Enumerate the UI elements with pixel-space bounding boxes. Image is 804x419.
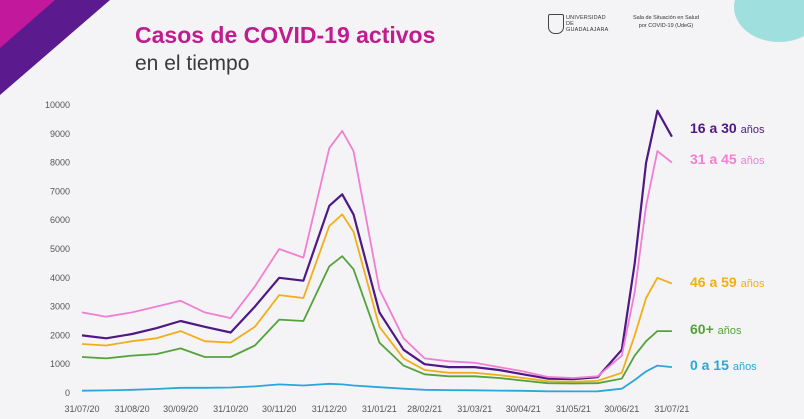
series-label-suffix: años — [741, 278, 765, 290]
y-tick-label: 0 — [65, 388, 70, 398]
udg-seal-icon — [548, 14, 564, 34]
x-tick-label: 31/03/21 — [457, 404, 492, 414]
series-label-name: 46 a 59 — [690, 274, 741, 290]
series-line-0-a-15 — [81, 364, 672, 393]
x-tick-label: 31/10/20 — [213, 404, 248, 414]
series-label: 0 a 15 años — [690, 357, 757, 373]
y-tick-label: 9000 — [50, 129, 70, 139]
x-tick-label: 31/07/20 — [64, 404, 99, 414]
series-label: 60+ años — [690, 321, 742, 337]
y-tick-label: 6000 — [50, 215, 70, 225]
udg-logo: UNIVERSIDAD DE GUADALAJARA — [548, 14, 610, 36]
y-tick-label: 2000 — [50, 330, 70, 340]
x-tick-label: 30/06/21 — [604, 404, 639, 414]
x-tick-label: 28/02/21 — [407, 404, 442, 414]
series-label-suffix: años — [741, 155, 765, 167]
y-tick-label: 10000 — [45, 100, 70, 110]
x-tick-label: 30/11/20 — [262, 404, 296, 414]
series-label: 16 a 30 años — [690, 120, 765, 136]
series-label-name: 0 a 15 — [690, 357, 733, 373]
y-axis: 0 1000 2000 3000 4000 5000 6000 7000 8000 9000 100… — [45, 100, 70, 398]
series-line-31-a-45 — [81, 129, 673, 379]
series-label: 31 a 45 años — [690, 151, 765, 167]
sala-logo-line1: Sala de Situación en Salud — [632, 15, 700, 21]
y-tick-label: 3000 — [50, 302, 70, 312]
series-lines — [81, 109, 673, 393]
x-tick-label: 31/01/21 — [362, 404, 397, 414]
series-label-suffix: años — [718, 325, 742, 337]
x-tick-label: 31/07/21 — [654, 404, 689, 414]
x-tick-label: 31/12/20 — [312, 404, 347, 414]
y-tick-label: 5000 — [50, 244, 70, 254]
x-tick-label: 31/05/21 — [556, 404, 591, 414]
series-label-suffix: años — [733, 361, 757, 373]
chart-subtitle: en el tiempo — [135, 52, 250, 75]
sala-situacion-logo: Sala de Situación en Salud por COVID-19 … — [628, 14, 704, 30]
series-line-16-a-30 — [81, 109, 673, 381]
corner-decoration-magenta — [0, 0, 55, 48]
x-tick-label: 30/09/20 — [163, 404, 198, 414]
x-axis: 31/07/20 31/08/20 30/09/20 31/10/20 30/11/20… — [64, 404, 689, 414]
y-tick-label: 8000 — [50, 158, 70, 168]
series-line-46-a-59 — [81, 213, 673, 383]
x-tick-label: 30/04/21 — [506, 404, 541, 414]
sala-logo-line2: por COVID-19 (UdeG) — [638, 23, 694, 29]
udg-logo-text: UNIVERSIDAD DE GUADALAJARA — [566, 15, 609, 33]
series-line-60- — [81, 255, 672, 385]
x-tick-label: 31/08/20 — [115, 404, 150, 414]
series-label: 46 a 59 años — [690, 274, 765, 290]
y-tick-label: 7000 — [50, 186, 70, 196]
y-tick-label: 1000 — [50, 359, 70, 369]
series-label-suffix: años — [741, 124, 765, 136]
series-label-name: 16 a 30 — [690, 120, 741, 136]
y-tick-label: 4000 — [50, 273, 70, 283]
series-label-name: 31 a 45 — [690, 151, 741, 167]
series-label-name: 60+ — [690, 321, 718, 337]
chart-title: Casos de COVID-19 activos — [135, 22, 436, 48]
